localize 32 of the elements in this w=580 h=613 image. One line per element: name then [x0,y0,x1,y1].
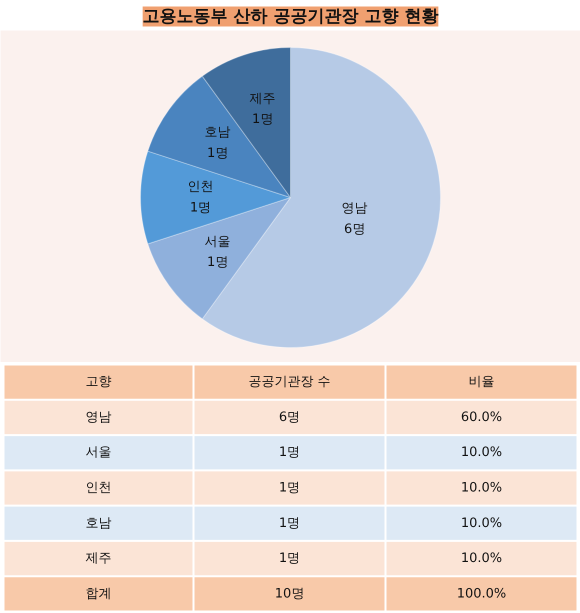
data-label: 1명 [207,146,228,161]
slice-label: 호남 [204,125,231,140]
text: 10.0% [460,516,502,531]
slice-label: 제주 [250,91,276,106]
text: 10.0% [460,551,502,566]
data-label: 6명 [344,222,366,237]
data-label: 1명 [207,254,228,270]
text: 인천 [86,480,112,496]
chart-title: 고용노동부 산하 공공기관장 고향 현황 [142,6,438,26]
text: 제주 [86,551,112,566]
slice-label: 인천 [188,180,214,195]
text: 1명 [278,480,300,496]
text: 6명 [278,410,300,425]
text: 10.0% [460,445,502,460]
text: 10명 [274,586,304,602]
text: 영남 [86,410,112,425]
text: 60.0% [460,410,502,425]
text: 공공기관장 수 [248,374,331,390]
text: 1명 [278,551,300,566]
text: 서울 [86,445,112,460]
data-label: 1명 [190,200,212,216]
data-label: 1명 [252,112,274,128]
text: 비율 [468,374,494,390]
text: 고향 [86,374,112,390]
text: 호남 [86,516,112,531]
slice-label: 영남 [342,201,368,216]
text: 100.0% [456,586,506,602]
text: 10.0% [460,480,502,496]
text: 1명 [278,445,300,460]
slice-label: 서울 [204,234,231,250]
text: 1명 [278,516,300,531]
text: 합계 [86,586,112,602]
